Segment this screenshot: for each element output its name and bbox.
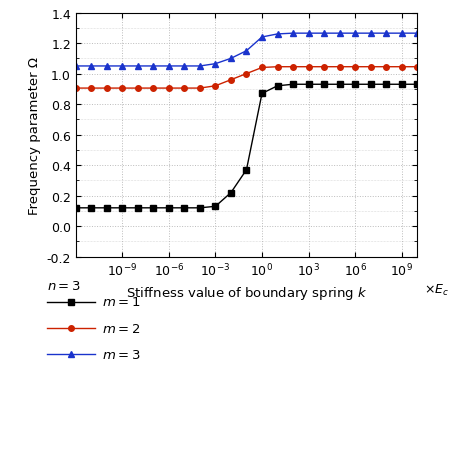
$m = 1$: [414, 83, 420, 88]
$m = 1$: [399, 83, 404, 88]
$m = 3$: [290, 32, 296, 37]
$m = 2$: [213, 84, 219, 89]
$m = 1$: [166, 206, 172, 211]
$m = 1$: [104, 206, 109, 211]
$m = 3$: [383, 32, 389, 37]
$m = 3$: [182, 64, 187, 69]
$m = 1$: [368, 83, 374, 88]
$m = 3$: [166, 64, 172, 69]
$m = 2$: [321, 65, 327, 70]
$m = 3$: [414, 32, 420, 37]
$m = 3$: [399, 32, 404, 37]
$m = 3$: [228, 56, 234, 62]
$m = 3$: [104, 64, 109, 69]
$m = 1$: [383, 83, 389, 88]
$m = 1$: [213, 204, 219, 210]
$m = 2$: [182, 86, 187, 92]
$m = 2$: [89, 86, 94, 92]
$m = 1$: [119, 206, 125, 211]
$m = 2$: [337, 65, 342, 70]
$m = 2$: [119, 86, 125, 92]
$m = 2$: [352, 65, 358, 70]
Line: $m = 2$: $m = 2$: [73, 65, 420, 92]
$m = 2$: [135, 86, 141, 92]
$m = 3$: [368, 32, 374, 37]
Line: $m = 3$: $m = 3$: [73, 31, 420, 69]
Y-axis label: Frequency parameter Ω: Frequency parameter Ω: [28, 56, 41, 214]
Text: $m = 1$: $m = 1$: [102, 296, 140, 308]
$m = 1$: [73, 206, 79, 211]
$m = 3$: [274, 32, 280, 37]
$m = 1$: [151, 206, 156, 211]
$m = 2$: [166, 86, 172, 92]
$m = 3$: [259, 35, 265, 41]
$m = 2$: [414, 65, 420, 70]
$m = 3$: [244, 49, 249, 54]
Text: $m = 2$: $m = 2$: [102, 322, 140, 335]
$m = 3$: [89, 64, 94, 69]
$m = 3$: [197, 64, 203, 69]
$m = 1$: [352, 83, 358, 88]
$m = 2$: [73, 86, 79, 92]
$m = 2$: [290, 65, 296, 70]
$m = 2$: [306, 65, 311, 70]
$m = 1$: [259, 92, 265, 97]
$m = 2$: [274, 65, 280, 70]
$m = 1$: [274, 84, 280, 89]
$m = 1$: [290, 83, 296, 88]
$m = 2$: [259, 65, 265, 71]
$m = 2$: [151, 86, 156, 92]
$m = 3$: [352, 32, 358, 37]
$m = 3$: [321, 32, 327, 37]
$m = 2$: [104, 86, 109, 92]
$m = 2$: [197, 86, 203, 92]
$m = 3$: [119, 64, 125, 69]
Text: $n = 3$: $n = 3$: [47, 280, 82, 293]
$m = 3$: [213, 62, 219, 67]
$m = 1$: [321, 83, 327, 88]
$m = 2$: [228, 78, 234, 83]
$m = 1$: [244, 168, 249, 173]
$m = 3$: [73, 64, 79, 69]
$m = 2$: [368, 65, 374, 70]
Text: $m = 3$: $m = 3$: [102, 348, 140, 361]
$m = 3$: [306, 32, 311, 37]
$m = 3$: [151, 64, 156, 69]
$m = 2$: [244, 72, 249, 77]
$m = 1$: [337, 83, 342, 88]
$m = 2$: [383, 65, 389, 70]
$m = 3$: [135, 64, 141, 69]
$m = 1$: [197, 206, 203, 211]
$m = 1$: [182, 206, 187, 211]
$m = 1$: [89, 206, 94, 211]
$m = 3$: [337, 32, 342, 37]
$m = 1$: [228, 190, 234, 196]
$m = 2$: [399, 65, 404, 70]
Line: $m = 1$: $m = 1$: [73, 82, 420, 211]
X-axis label: Stiffness value of boundary spring $k$: Stiffness value of boundary spring $k$: [126, 284, 367, 301]
Text: $\times E_c$: $\times E_c$: [424, 282, 449, 297]
$m = 1$: [135, 206, 141, 211]
$m = 1$: [306, 83, 311, 88]
